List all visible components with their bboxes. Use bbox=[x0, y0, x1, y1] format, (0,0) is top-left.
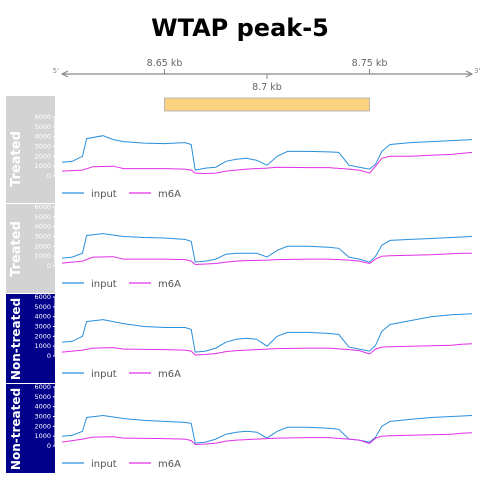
y-tick-label: 3000 bbox=[34, 413, 51, 421]
legend-label: input bbox=[91, 279, 117, 290]
legend-label: m6A bbox=[158, 189, 181, 200]
y-tick-label: 5000 bbox=[34, 213, 51, 221]
track-label: Non-treated bbox=[9, 388, 23, 470]
series-line-m6a bbox=[61, 252, 472, 266]
track-label: Treated bbox=[9, 131, 24, 187]
y-tick-label: 6000 bbox=[34, 383, 51, 391]
series-line-m6a bbox=[61, 343, 473, 356]
three-prime-marker: 3' bbox=[474, 67, 480, 75]
y-tick-label: 0 bbox=[47, 262, 51, 270]
y-tick-label: 1000 bbox=[34, 162, 51, 170]
annotation-track-strip bbox=[6, 96, 55, 114]
series-line-input bbox=[61, 313, 473, 353]
y-tick-label: 2000 bbox=[34, 152, 51, 160]
series-line-input bbox=[61, 414, 473, 444]
genome-axis-tick-label: 8.65 kb bbox=[147, 58, 183, 69]
legend-label: input bbox=[91, 459, 117, 470]
legend-label: m6A bbox=[158, 459, 181, 470]
y-tick-label: 6000 bbox=[34, 113, 51, 121]
chart-title: WTAP peak-5 bbox=[151, 14, 329, 42]
y-tick-label: 5000 bbox=[34, 393, 51, 401]
y-tick-label: 2000 bbox=[34, 332, 51, 340]
y-tick-label: 6000 bbox=[34, 293, 51, 301]
track-label: Treated bbox=[9, 221, 24, 277]
y-tick-label: 3000 bbox=[34, 143, 51, 151]
track-strip-nontreated bbox=[6, 294, 55, 383]
legend-label: input bbox=[91, 189, 117, 200]
y-tick-label: 0 bbox=[47, 442, 51, 450]
series-line-m6a bbox=[61, 151, 473, 175]
y-tick-label: 0 bbox=[47, 352, 51, 360]
y-tick-label: 1000 bbox=[34, 342, 51, 350]
track-label: Non-treated bbox=[9, 298, 23, 380]
y-tick-label: 4000 bbox=[34, 313, 51, 321]
y-tick-label: 4000 bbox=[34, 403, 51, 411]
legend-label: m6A bbox=[158, 369, 181, 380]
y-tick-label: 0 bbox=[47, 172, 51, 180]
five-prime-marker: 5' bbox=[53, 67, 59, 75]
series-line-input bbox=[61, 135, 473, 171]
y-tick-label: 1000 bbox=[34, 432, 51, 440]
track-strip-treated bbox=[6, 114, 55, 203]
series-line-input bbox=[61, 233, 473, 263]
y-tick-label: 5000 bbox=[34, 303, 51, 311]
y-tick-label: 2000 bbox=[34, 242, 51, 250]
y-tick-label: 4000 bbox=[34, 133, 51, 141]
y-tick-label: 3000 bbox=[34, 233, 51, 241]
genome-axis-tick-label: 8.75 kb bbox=[352, 58, 388, 69]
legend-label: input bbox=[91, 369, 117, 380]
track-strip-nontreated bbox=[6, 384, 55, 473]
y-tick-label: 2000 bbox=[34, 422, 51, 430]
peak-region-box bbox=[164, 97, 370, 112]
y-tick-label: 3000 bbox=[34, 323, 51, 331]
genome-axis-tick-label: 8.7 kb bbox=[252, 82, 282, 93]
y-tick-label: 5000 bbox=[34, 123, 51, 131]
axis-left-arrow-icon bbox=[60, 70, 69, 78]
track-strip-treated bbox=[6, 204, 55, 293]
axis-right-arrow-icon bbox=[465, 70, 474, 78]
y-tick-label: 4000 bbox=[34, 223, 51, 231]
y-tick-label: 6000 bbox=[34, 203, 51, 211]
legend-label: m6A bbox=[158, 279, 181, 290]
y-tick-label: 1000 bbox=[34, 252, 51, 260]
series-line-m6a bbox=[61, 432, 473, 446]
